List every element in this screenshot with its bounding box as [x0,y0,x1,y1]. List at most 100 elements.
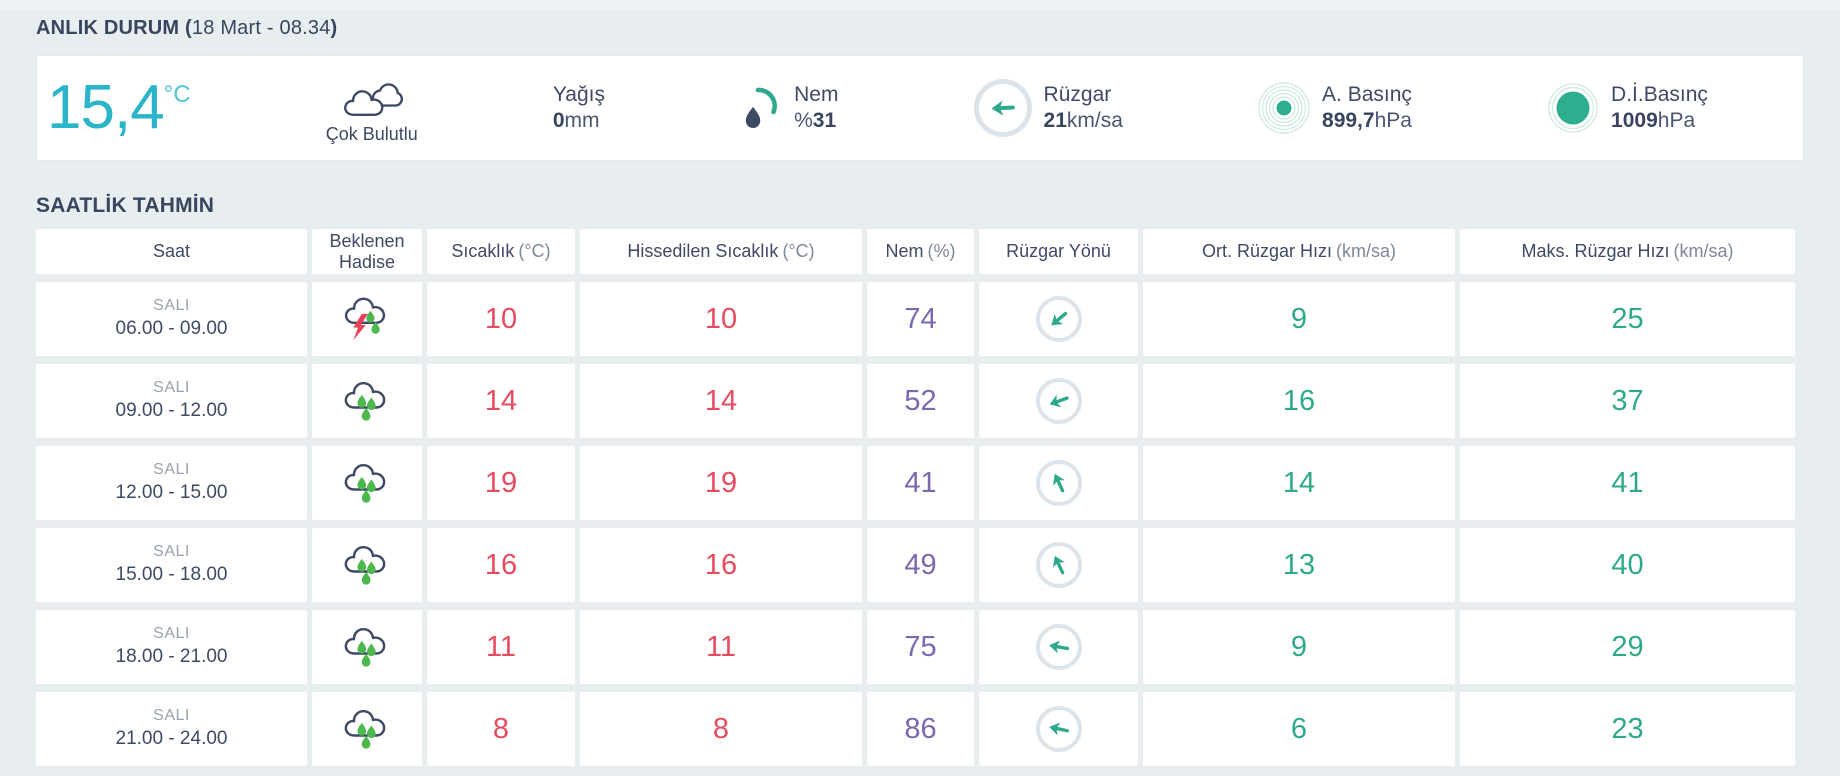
time-range-label: 12.00 - 15.00 [115,482,228,504]
wind-direction-cell [979,446,1138,520]
column-header-1: Saat [36,229,307,274]
wind-direction-icon [973,79,1032,137]
humidity-drop-icon [745,87,778,129]
humidity-cell: 74 [867,282,974,356]
wind-direction-icon [1035,624,1082,670]
humidity-metric: Nem %31 [740,82,838,135]
current-temperature: 15,4 °C [47,77,191,139]
column-header-6: Rüzgar Yönü [979,229,1138,274]
wind-direction-cell [979,528,1138,602]
avg-wind-cell: 9 [1143,610,1455,684]
max-wind-cell: 40 [1460,528,1795,602]
solid-circle-icon [1548,83,1598,133]
column-unit: (°C) [518,241,551,262]
title-date-part: 18 Mart - 08.34 [191,17,331,39]
avg-wind-cell: 14 [1143,446,1455,520]
sea-level-pressure-metric: D.İ.Basınç 1009hPa [1547,82,1708,135]
wind-direction-icon [1035,296,1082,342]
avg-wind-cell: 13 [1143,528,1455,602]
humidity-cell: 49 [867,528,974,602]
column-unit: (km/sa) [1673,241,1734,262]
wind-arrow-icon [1052,555,1065,575]
precip-unit: mm [564,109,600,132]
rain-icon [344,545,386,585]
condition-icon-cell [312,610,422,684]
wind-number: 21 [1043,109,1067,132]
rain-icon [344,463,386,503]
wind-metric: Rüzgar 21km/sa [973,79,1123,137]
wind-direction-cell [979,282,1138,356]
sea-pressure-value: 1009hPa [1611,108,1708,134]
top-strip [0,0,1840,10]
precip-number: 0 [552,109,565,132]
time-range-label: 09.00 - 12.00 [115,400,228,422]
pressure-metric: A. Basınç 899,7hPa [1258,82,1412,135]
condition-icon-cell [312,364,422,438]
time-range-cell: SALI 09.00 - 12.00 [36,364,307,438]
pressure-unit: hPa [1374,109,1412,132]
humidity-number: 31 [812,109,837,132]
storm-rain-icon [344,297,386,341]
condition-icon-cell [312,528,422,602]
humidity-cell: 41 [867,446,974,520]
temperature-cell: 10 [427,282,575,356]
max-wind-cell: 25 [1460,282,1795,356]
condition-icon-cell [312,282,422,356]
temperature-value: 15,4 [47,73,165,142]
feels-like-cell: 14 [580,364,862,438]
precipitation-label: Yağış [552,82,606,106]
time-range-cell: SALI 15.00 - 18.00 [36,528,307,602]
wind-arrow-icon [1048,722,1069,736]
temperature-cell: 11 [427,610,575,684]
column-header-2: Beklenen Hadise [312,229,422,274]
humidity-cell: 52 [867,364,974,438]
sea-pressure-number: 1009 [1611,109,1658,132]
day-label: SALI [153,297,190,315]
wind-arrow-icon [1049,394,1069,408]
day-label: SALI [153,707,190,725]
column-header-5: Nem (%) [867,229,974,274]
precipitation-metric: Yağış 0mm [553,82,605,135]
pressure-number: 899,7 [1322,109,1375,132]
title-close-part: ) [330,17,338,39]
pressure-value: 899,7hPa [1322,108,1412,134]
precipitation-value: 0mm [553,108,605,134]
current-condition: Çok Bulutlu [326,82,418,145]
feels-like-cell: 19 [580,446,862,520]
wind-direction-icon [1035,542,1082,588]
avg-wind-cell: 9 [1143,282,1455,356]
temperature-cell: 14 [427,364,575,438]
time-range-cell: SALI 21.00 - 24.00 [36,692,307,766]
wind-direction-cell [979,692,1138,766]
column-header-4: Hissedilen Sıcaklık (°C) [580,229,862,274]
column-header-3: Sıcaklık (°C) [427,229,575,274]
max-wind-cell: 37 [1460,364,1795,438]
hourly-forecast-title: SAATLİK TAHMİN [36,194,215,217]
page-container: ANLIK DURUM (18 Mart - 08.34) 15,4 °C Ço… [0,10,1840,766]
humidity-value: %31 [794,108,838,134]
wind-unit: km/sa [1066,109,1123,132]
day-label: SALI [153,543,190,561]
sea-pressure-label: D.İ.Basınç [1611,82,1708,106]
condition-icon-cell [312,692,422,766]
time-range-label: 15.00 - 18.00 [115,564,228,586]
wind-label: Rüzgar [1043,82,1112,106]
column-header-7: Ort. Rüzgar Hızı (km/sa) [1143,229,1455,274]
temperature-cell: 16 [427,528,575,602]
wind-arrow-icon [1052,473,1065,493]
wind-direction-cell [979,610,1138,684]
column-header-8: Maks. Rüzgar Hızı (km/sa) [1460,229,1795,274]
humidity-cell: 75 [867,610,974,684]
condition-label: Çok Bulutlu [325,123,418,144]
feels-like-cell: 8 [580,692,862,766]
day-label: SALI [153,625,190,643]
wind-value: 21km/sa [1044,108,1123,134]
avg-wind-cell: 16 [1143,364,1455,438]
feels-like-cell: 11 [580,610,862,684]
max-wind-cell: 41 [1460,446,1795,520]
wind-direction-icon [1035,378,1082,424]
time-range-cell: SALI 18.00 - 21.00 [36,610,307,684]
column-unit: (°C) [782,241,815,262]
time-range-label: 18.00 - 21.00 [115,646,228,668]
max-wind-cell: 23 [1460,692,1795,766]
